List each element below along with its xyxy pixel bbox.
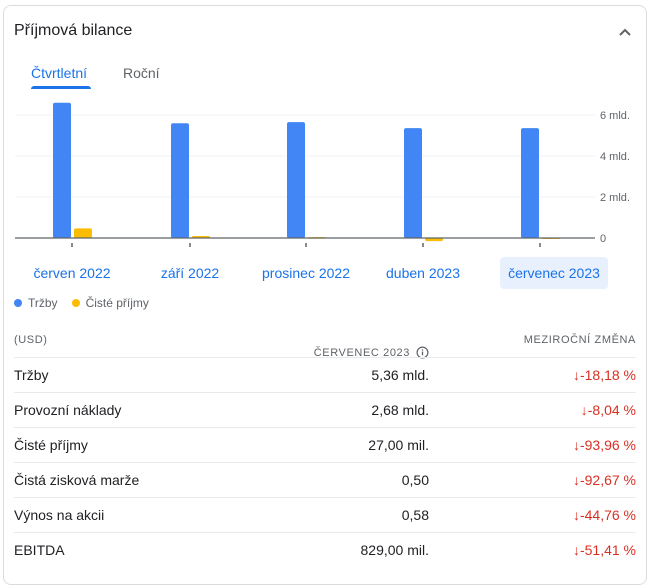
chart-legend: Tržby Čisté příjmy bbox=[14, 296, 149, 310]
row-change: ↓-92,67 % bbox=[573, 472, 636, 488]
row-value: 2,68 mld. bbox=[371, 402, 429, 418]
revenue-bar[interactable] bbox=[171, 123, 189, 238]
row-label: Výnos na akcii bbox=[14, 507, 105, 523]
row-value: 27,00 mil. bbox=[368, 437, 429, 453]
table-row: Tržby 5,36 mld. ↓-18,18 % bbox=[14, 357, 636, 392]
period-button[interactable]: duben 2023 bbox=[386, 265, 460, 281]
change-header: MEZIROČNÍ ZMĚNA bbox=[523, 334, 636, 346]
row-label: Provozní náklady bbox=[14, 402, 122, 418]
change-value: -93,96 % bbox=[579, 437, 636, 453]
period-button[interactable]: září 2022 bbox=[160, 265, 220, 281]
table-row: Čisté příjmy 27,00 mil. ↓-93,96 % bbox=[14, 427, 636, 462]
change-value: -8,04 % bbox=[587, 402, 636, 418]
period-button[interactable]: červenec 2023 bbox=[500, 257, 608, 289]
table-header: (USD) ČERVENEC 2023 MEZIROČNÍ ZMĚNA bbox=[14, 334, 636, 359]
change-value: -92,67 % bbox=[579, 472, 636, 488]
y-tick-label: 4 mld. bbox=[600, 151, 630, 163]
arrow-down-icon: ↓ bbox=[572, 437, 580, 453]
row-value: 0,50 bbox=[401, 472, 429, 488]
y-tick-label: 2 mld. bbox=[600, 192, 630, 204]
row-label: Tržby bbox=[14, 367, 49, 383]
row-change: ↓-44,76 % bbox=[573, 507, 636, 523]
arrow-down-icon: ↓ bbox=[572, 542, 580, 558]
arrow-down-icon: ↓ bbox=[580, 402, 588, 418]
legend-dot bbox=[71, 299, 80, 307]
row-value: 829,00 mil. bbox=[360, 542, 429, 558]
change-value: -18,18 % bbox=[579, 367, 636, 383]
row-change: ↓-18,18 % bbox=[573, 367, 636, 383]
arrow-down-icon: ↓ bbox=[572, 507, 580, 523]
row-label: EBITDA bbox=[14, 542, 65, 558]
table-row: EBITDA 829,00 mil. ↓-51,41 % bbox=[14, 532, 636, 567]
change-value: -51,41 % bbox=[579, 542, 636, 558]
table-row: Čistá zisková marže 0,50 ↓-92,67 % bbox=[14, 462, 636, 497]
table-row: Výnos na akcii 0,58 ↓-44,76 % bbox=[14, 497, 636, 532]
revenue-bar[interactable] bbox=[404, 128, 422, 238]
collapse-chevron-icon[interactable] bbox=[615, 22, 635, 42]
legend-revenue: Tržby bbox=[14, 296, 58, 310]
legend-dot bbox=[14, 299, 22, 307]
table-row: Provozní náklady 2,68 mld. ↓-8,04 % bbox=[14, 392, 636, 427]
period-button[interactable]: červen 2022 bbox=[33, 265, 111, 281]
y-tick-label: 6 mld. bbox=[600, 110, 630, 122]
row-label: Čisté příjmy bbox=[14, 437, 88, 453]
revenue-bar[interactable] bbox=[287, 122, 305, 238]
revenue-bar[interactable] bbox=[53, 102, 71, 238]
row-change: ↓-8,04 % bbox=[581, 402, 636, 418]
y-tick-label: 0 bbox=[600, 233, 606, 245]
net-income-bar[interactable] bbox=[74, 228, 92, 238]
net-income-bar[interactable] bbox=[425, 238, 443, 242]
legend-net-income: Čisté příjmy bbox=[71, 296, 149, 310]
tab-annual[interactable]: Roční bbox=[123, 65, 160, 81]
row-value: 0,58 bbox=[401, 507, 429, 523]
period-button[interactable]: prosinec 2022 bbox=[262, 265, 350, 281]
period-header: ČERVENEC 2023 bbox=[313, 346, 410, 359]
row-label: Čistá zisková marže bbox=[14, 472, 140, 488]
currency-label: (USD) bbox=[14, 334, 48, 346]
row-change: ↓-93,96 % bbox=[573, 437, 636, 453]
arrow-down-icon: ↓ bbox=[572, 367, 580, 383]
legend-label: Tržby bbox=[28, 296, 58, 310]
legend-label: Čisté příjmy bbox=[85, 296, 149, 310]
row-change: ↓-51,41 % bbox=[573, 542, 636, 558]
row-value: 5,36 mld. bbox=[371, 367, 429, 383]
active-tab-indicator bbox=[31, 86, 91, 89]
income-chart: 0 2 mld. 4 mld. 6 mld. bbox=[15, 102, 630, 247]
change-value: -44,76 % bbox=[579, 507, 636, 523]
card-title: Příjmová bilance bbox=[14, 22, 133, 39]
tab-quarterly[interactable]: Čtvrtletní bbox=[31, 65, 88, 81]
revenue-bar[interactable] bbox=[521, 128, 539, 238]
arrow-down-icon: ↓ bbox=[572, 472, 580, 488]
